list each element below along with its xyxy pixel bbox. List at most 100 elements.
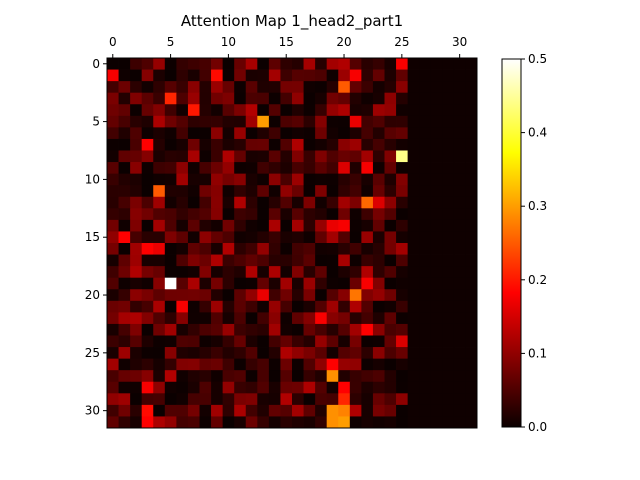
heatmap-cell — [430, 162, 443, 175]
heatmap-cell — [164, 92, 177, 105]
heatmap-cell — [396, 358, 409, 371]
heatmap-cell — [164, 196, 177, 209]
heatmap-cell — [292, 162, 304, 175]
heatmap-cell — [430, 92, 443, 105]
heatmap-cell — [107, 138, 119, 151]
heatmap-cell — [338, 185, 351, 198]
heatmap-cell — [453, 231, 466, 244]
x-tick-label: 5 — [167, 35, 175, 49]
heatmap-cell — [465, 393, 478, 406]
heatmap-cell — [326, 243, 339, 255]
heatmap-cell — [338, 208, 351, 221]
heatmap-cell — [187, 404, 200, 417]
heatmap-cell — [465, 185, 478, 198]
heatmap-cell — [187, 162, 200, 175]
heatmap-cell — [349, 162, 362, 175]
heatmap-cell — [234, 266, 247, 279]
heatmap-cell — [176, 300, 189, 313]
heatmap-cell — [164, 185, 177, 198]
heatmap-cell — [372, 335, 385, 348]
heatmap-cell — [280, 115, 293, 128]
heatmap-cell — [326, 254, 339, 267]
heatmap-cell — [199, 208, 212, 221]
heatmap-cell — [268, 243, 281, 255]
heatmap-cell — [303, 115, 316, 128]
heatmap-cell — [442, 393, 455, 406]
heatmap-cell — [130, 69, 143, 82]
heatmap-cell — [176, 254, 189, 267]
heatmap-cell — [384, 266, 397, 279]
y-tick-label: 15 — [85, 230, 100, 244]
heatmap-cell — [303, 312, 316, 325]
heatmap-cell — [268, 150, 281, 163]
heatmap-cell — [257, 104, 270, 117]
heatmap-cell — [326, 58, 339, 70]
heatmap-cell — [280, 92, 293, 105]
heatmap-cell — [211, 347, 224, 360]
heatmap-cell — [211, 243, 224, 255]
heatmap-cell — [245, 381, 258, 394]
heatmap-cell — [465, 254, 478, 267]
heatmap-cell — [315, 150, 328, 163]
heatmap-cell — [419, 92, 432, 105]
heatmap-cell — [164, 404, 177, 417]
heatmap-cell — [292, 219, 304, 232]
heatmap-cell — [164, 393, 177, 406]
heatmap-cell — [453, 347, 466, 360]
heatmap-cell — [465, 138, 478, 151]
heatmap-cell — [107, 127, 119, 140]
y-tick-label: 10 — [85, 172, 100, 186]
heatmap-cell — [303, 381, 316, 394]
heatmap-cell — [430, 208, 443, 221]
heatmap-cell — [280, 312, 293, 325]
heatmap-cell — [199, 138, 212, 151]
heatmap-cell — [419, 370, 432, 383]
heatmap-cell — [349, 115, 362, 128]
heatmap-cell — [419, 393, 432, 406]
heatmap-cell — [303, 173, 316, 186]
y-tick-label: 30 — [85, 404, 100, 418]
heatmap-cell — [141, 358, 154, 371]
colorbar-tick-label: 0.0 — [528, 420, 547, 434]
heatmap-cell — [372, 381, 385, 394]
heatmap-cell — [141, 381, 154, 394]
heatmap-cell — [303, 323, 316, 336]
heatmap-cell — [187, 150, 200, 163]
heatmap-cell — [396, 219, 409, 232]
heatmap-cell — [280, 150, 293, 163]
heatmap-cell — [234, 381, 247, 394]
heatmap-cell — [315, 289, 328, 302]
heatmap-cell — [338, 138, 351, 151]
heatmap-cell — [407, 393, 420, 406]
heatmap-cell — [130, 243, 143, 255]
heatmap-cell — [407, 196, 420, 209]
heatmap-cell — [118, 266, 131, 279]
heatmap-cell — [211, 185, 224, 198]
heatmap-cell — [292, 381, 304, 394]
heatmap-cell — [361, 381, 374, 394]
heatmap-cell — [234, 277, 247, 290]
heatmap-cell — [442, 150, 455, 163]
heatmap-cell — [141, 416, 154, 429]
heatmap-cell — [176, 185, 189, 198]
heatmap-cell — [107, 150, 119, 163]
heatmap-cell — [268, 115, 281, 128]
heatmap-cell — [453, 300, 466, 313]
heatmap-cell — [257, 358, 270, 371]
heatmap-cell — [257, 127, 270, 140]
heatmap-cell — [245, 138, 258, 151]
heatmap-cell — [199, 185, 212, 198]
heatmap-cell — [199, 58, 212, 70]
heatmap-cell — [338, 243, 351, 255]
heatmap-cell — [326, 393, 339, 406]
heatmap-cell — [280, 404, 293, 417]
heatmap-cell — [292, 312, 304, 325]
heatmap-cell — [442, 254, 455, 267]
heatmap-cell — [245, 404, 258, 417]
heatmap-cell — [118, 289, 131, 302]
heatmap-cell — [430, 370, 443, 383]
heatmap-cell — [338, 127, 351, 140]
heatmap-cell — [407, 173, 420, 186]
heatmap-cell — [107, 254, 119, 267]
heatmap-cell — [211, 115, 224, 128]
